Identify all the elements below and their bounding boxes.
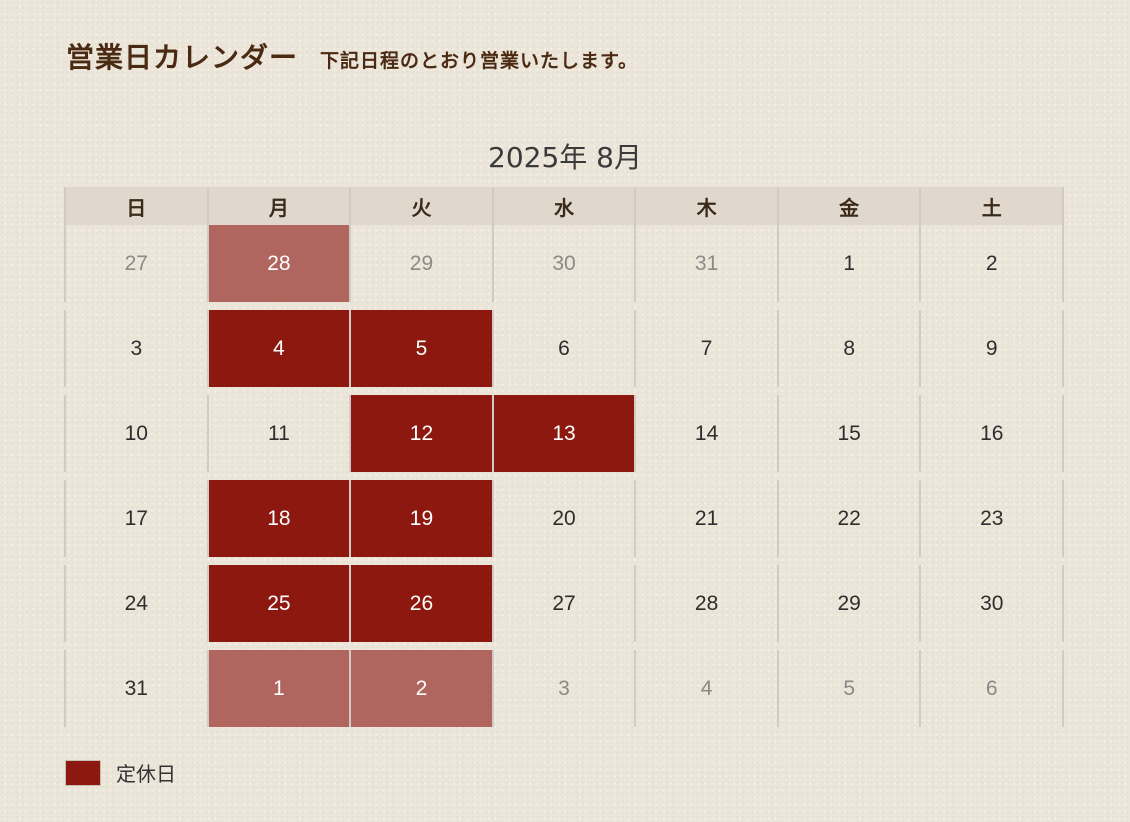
calendar-day: 5 <box>779 650 922 727</box>
calendar-day: 7 <box>636 310 779 387</box>
calendar-day-closed: 2 <box>351 650 494 727</box>
weekday-thu: 木 <box>636 187 779 225</box>
calendar-day: 28 <box>636 565 779 642</box>
calendar-day: 3 <box>494 650 637 727</box>
calendar-day: 11 <box>209 395 352 472</box>
legend-closed-label: 定休日 <box>116 762 176 786</box>
calendar-day: 14 <box>636 395 779 472</box>
calendar-day: 29 <box>779 565 922 642</box>
calendar-day-closed: 13 <box>493 395 637 472</box>
calendar-day: 3 <box>66 310 209 387</box>
calendar-day-closed: 25 <box>208 565 352 642</box>
calendar-day: 15 <box>779 395 922 472</box>
calendar-week-row: 24 25 26 27 28 29 30 <box>64 565 1065 642</box>
calendar-day: 4 <box>636 650 779 727</box>
calendar-day: 22 <box>779 480 922 557</box>
weekday-fri: 金 <box>779 187 922 225</box>
calendar-day-closed: 19 <box>351 480 494 557</box>
calendar-day: 6 <box>494 310 637 387</box>
calendar-month-label: 2025年 8月 <box>488 141 642 174</box>
calendar-day: 1 <box>779 225 922 302</box>
calendar-day: 10 <box>66 395 209 472</box>
weekday-wed: 水 <box>494 187 637 225</box>
calendar-day: 24 <box>66 565 209 642</box>
business-calendar: 日 月 火 水 木 金 土 27 28 29 30 31 1 2 3 4 5 6 7 8 9 10 11 12 1… <box>64 187 1065 727</box>
calendar-day-closed: 28 <box>208 225 352 302</box>
calendar-day: 27 <box>66 225 209 302</box>
calendar-day-closed: 26 <box>351 565 494 642</box>
calendar-day: 27 <box>494 565 637 642</box>
page-subtitle: 下記日程のとおり営業いたします。 <box>320 50 639 72</box>
calendar-day: 8 <box>779 310 922 387</box>
calendar-day-closed: 18 <box>208 480 352 557</box>
calendar-day-closed: 5 <box>351 310 494 387</box>
calendar-day-closed: 4 <box>208 310 352 387</box>
calendar-day: 23 <box>921 480 1065 557</box>
weekday-sun: 日 <box>66 187 209 225</box>
calendar-day: 9 <box>921 310 1065 387</box>
weekday-mon: 月 <box>209 187 352 225</box>
calendar-day: 30 <box>494 225 637 302</box>
calendar-day: 2 <box>921 225 1065 302</box>
calendar-day: 29 <box>351 225 494 302</box>
calendar-day-closed: 12 <box>351 395 494 472</box>
calendar-day: 31 <box>636 225 779 302</box>
calendar-day: 20 <box>494 480 637 557</box>
calendar-weeks: 27 28 29 30 31 1 2 3 4 5 6 7 8 9 10 11 12 13 14 15 16 17 18 19 2… <box>64 225 1065 727</box>
calendar-day: 21 <box>636 480 779 557</box>
calendar-day: 31 <box>66 650 209 727</box>
calendar-week-row: 17 18 19 20 21 22 23 <box>64 480 1065 557</box>
calendar-week-row: 10 11 12 13 14 15 16 <box>64 395 1065 472</box>
calendar-week-row: 31 1 2 3 4 5 6 <box>64 650 1065 727</box>
calendar-day-closed: 1 <box>208 650 352 727</box>
page-title: 営業日カレンダー <box>66 41 299 74</box>
calendar-week-row: 27 28 29 30 31 1 2 <box>64 225 1065 302</box>
weekday-sat: 土 <box>921 187 1065 225</box>
weekday-header-row: 日 月 火 水 木 金 土 <box>64 187 1065 225</box>
legend: 定休日 <box>65 758 176 787</box>
weekday-tue: 火 <box>351 187 494 225</box>
page-heading: 営業日カレンダー 下記日程のとおり営業いたします。 <box>66 36 638 76</box>
calendar-day: 6 <box>921 650 1065 727</box>
calendar-day: 17 <box>66 480 209 557</box>
calendar-day: 30 <box>921 565 1065 642</box>
calendar-day: 16 <box>921 395 1065 472</box>
legend-closed-swatch <box>65 759 101 786</box>
